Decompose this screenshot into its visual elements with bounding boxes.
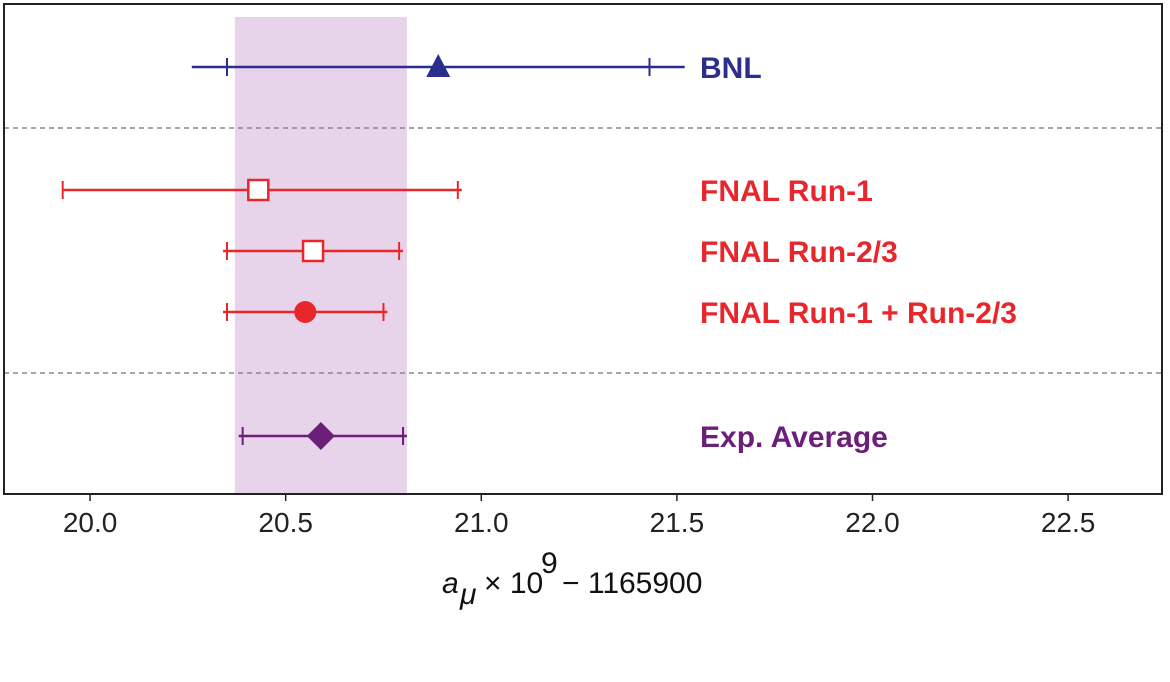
series-4: FNAL Run-1 + Run-2/3 <box>223 297 1017 330</box>
separator-layer <box>4 127 1162 374</box>
series-label: FNAL Run-2/3 <box>700 236 898 269</box>
x-tick-label: 22.5 <box>1041 507 1096 538</box>
x-axis-label-exponent: 9 <box>541 547 558 580</box>
x-tick-label: 21.0 <box>454 507 509 538</box>
x-tick-label: 22.0 <box>845 507 900 538</box>
x-axis-label-symbol: a <box>442 567 459 600</box>
triangle-marker <box>426 54 451 77</box>
x-axis-label-offset: − 1165900 <box>562 567 702 600</box>
square-marker <box>247 178 270 202</box>
series-layer: BNL FNAL Run-1 FNAL Run-2/3 FNAL Run-1 + Ru… <box>61 52 1017 454</box>
x-axis-label-times: × 10 <box>484 567 543 600</box>
x-axis-label-subscript: μ <box>459 578 476 611</box>
series-label: FNAL Run-1 <box>700 175 873 208</box>
series-3: FNAL Run-2/3 <box>223 236 898 269</box>
series-label: Exp. Average <box>700 421 888 454</box>
series-label: FNAL Run-1 + Run-2/3 <box>700 297 1017 330</box>
series-5: Exp. Average <box>238 421 888 454</box>
series-2: FNAL Run-1 <box>61 175 873 208</box>
x-axis: 20.0 20.5 21.0 21.5 22.0 22.5 <box>63 494 1096 538</box>
x-tick-label: 21.5 <box>650 507 705 538</box>
plot-frame <box>3 3 1163 495</box>
x-axis-label: a μ × 10 9 − 1165900 <box>442 547 702 611</box>
circle-marker <box>294 301 317 323</box>
x-tick-label: 20.5 <box>258 507 313 538</box>
square-marker <box>301 239 325 263</box>
diamond-marker <box>306 422 335 450</box>
series-label: BNL <box>700 52 762 85</box>
series-1: BNL <box>191 52 762 85</box>
x-tick-label: 20.0 <box>63 507 118 538</box>
